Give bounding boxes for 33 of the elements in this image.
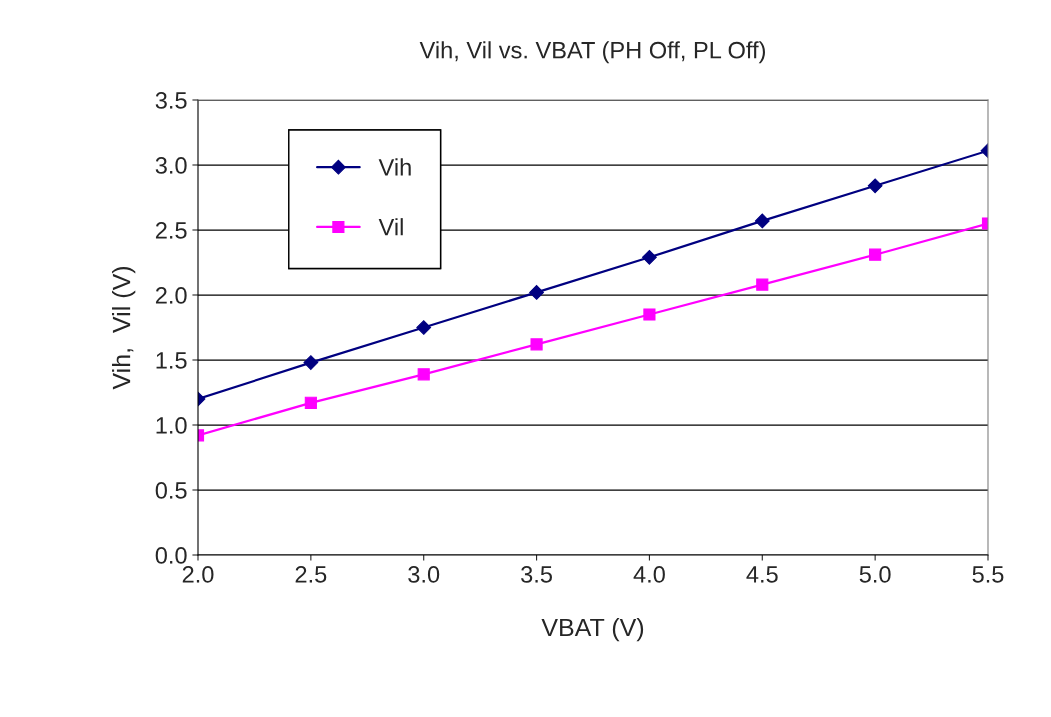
x-tick-label: 5.5 xyxy=(972,566,1004,583)
y-tick-label: 3.5 xyxy=(155,92,187,109)
point xyxy=(754,213,770,229)
x-tick-label: 4.0 xyxy=(633,566,665,583)
y-tick-label: 1.0 xyxy=(156,417,187,434)
point xyxy=(643,308,656,321)
x-tick-label: 3.0 xyxy=(408,566,440,583)
x-tick-label: 4.5 xyxy=(746,566,778,583)
y-tick-label: 2.0 xyxy=(155,287,187,304)
legend-label: Vil xyxy=(378,218,403,236)
point xyxy=(642,249,657,265)
chart-title: Vih, Vil vs. VBAT (PH Off, PL Off) xyxy=(419,41,765,64)
y-tick-label: 2.5 xyxy=(155,222,187,239)
y-axis-title: Vih, Vil (V) xyxy=(112,266,136,390)
x-tick-label: 3.5 xyxy=(521,566,552,583)
x-axis-title: VBAT (V) xyxy=(541,617,644,642)
point xyxy=(530,338,543,351)
y-tick-label: 0.0 xyxy=(155,547,187,564)
point xyxy=(529,285,544,300)
point xyxy=(303,355,319,370)
y-tick-label: 1.5 xyxy=(156,352,187,369)
point xyxy=(869,248,882,261)
x-tick-label: 5.0 xyxy=(859,566,891,583)
y-tick-label: 3.0 xyxy=(155,157,187,174)
legend-label: Vih xyxy=(378,158,411,176)
point xyxy=(867,178,883,194)
point xyxy=(417,368,430,381)
x-tick-label: 2.0 xyxy=(182,566,214,583)
point xyxy=(756,278,769,291)
y-tick-label: 0.5 xyxy=(155,482,187,499)
point xyxy=(304,396,317,409)
point xyxy=(416,320,432,335)
x-tick-label: 2.5 xyxy=(295,566,327,583)
